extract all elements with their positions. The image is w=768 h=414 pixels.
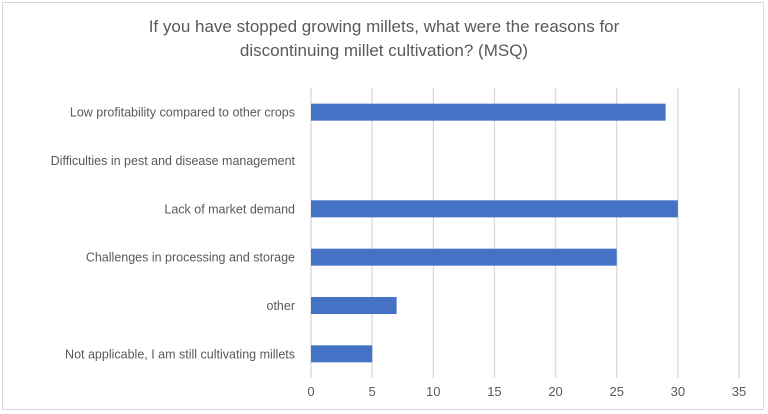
category-label-4: other [267,299,296,313]
gridlines [310,88,740,378]
bars [311,103,678,363]
x-tick-label-30: 30 [671,384,685,399]
category-labels: Low profitability compared to other crop… [51,106,296,362]
category-label-3: Challenges in processing and storage [86,251,295,265]
category-label-5: Not applicable, I am still cultivating m… [65,347,295,361]
x-tick-label-15: 15 [487,384,501,399]
chart-title-line-1: If you have stopped growing millets, wha… [148,17,620,36]
chart-title-line-2: discontinuing millet cultivation? (MSQ) [239,41,529,60]
x-tick-label-35: 35 [732,384,746,399]
category-label-1: Difficulties in pest and disease managem… [51,154,296,168]
bar-2 [311,200,678,218]
bar-5 [311,345,373,363]
category-label-0: Low profitability compared to other crop… [70,106,295,120]
x-tick-label-25: 25 [609,384,623,399]
bar-3 [311,248,617,266]
x-tick-label-10: 10 [426,384,440,399]
chart-title: If you have stopped growing millets, wha… [0,15,768,63]
x-tick-label-0: 0 [307,384,314,399]
x-tick-labels: 0 5 10 15 20 25 30 35 [307,384,746,399]
x-tick-label-5: 5 [369,384,376,399]
category-label-2: Lack of market demand [164,202,295,216]
bar-0 [311,103,666,121]
bar-4 [311,297,397,314]
x-tick-label-20: 20 [548,384,562,399]
